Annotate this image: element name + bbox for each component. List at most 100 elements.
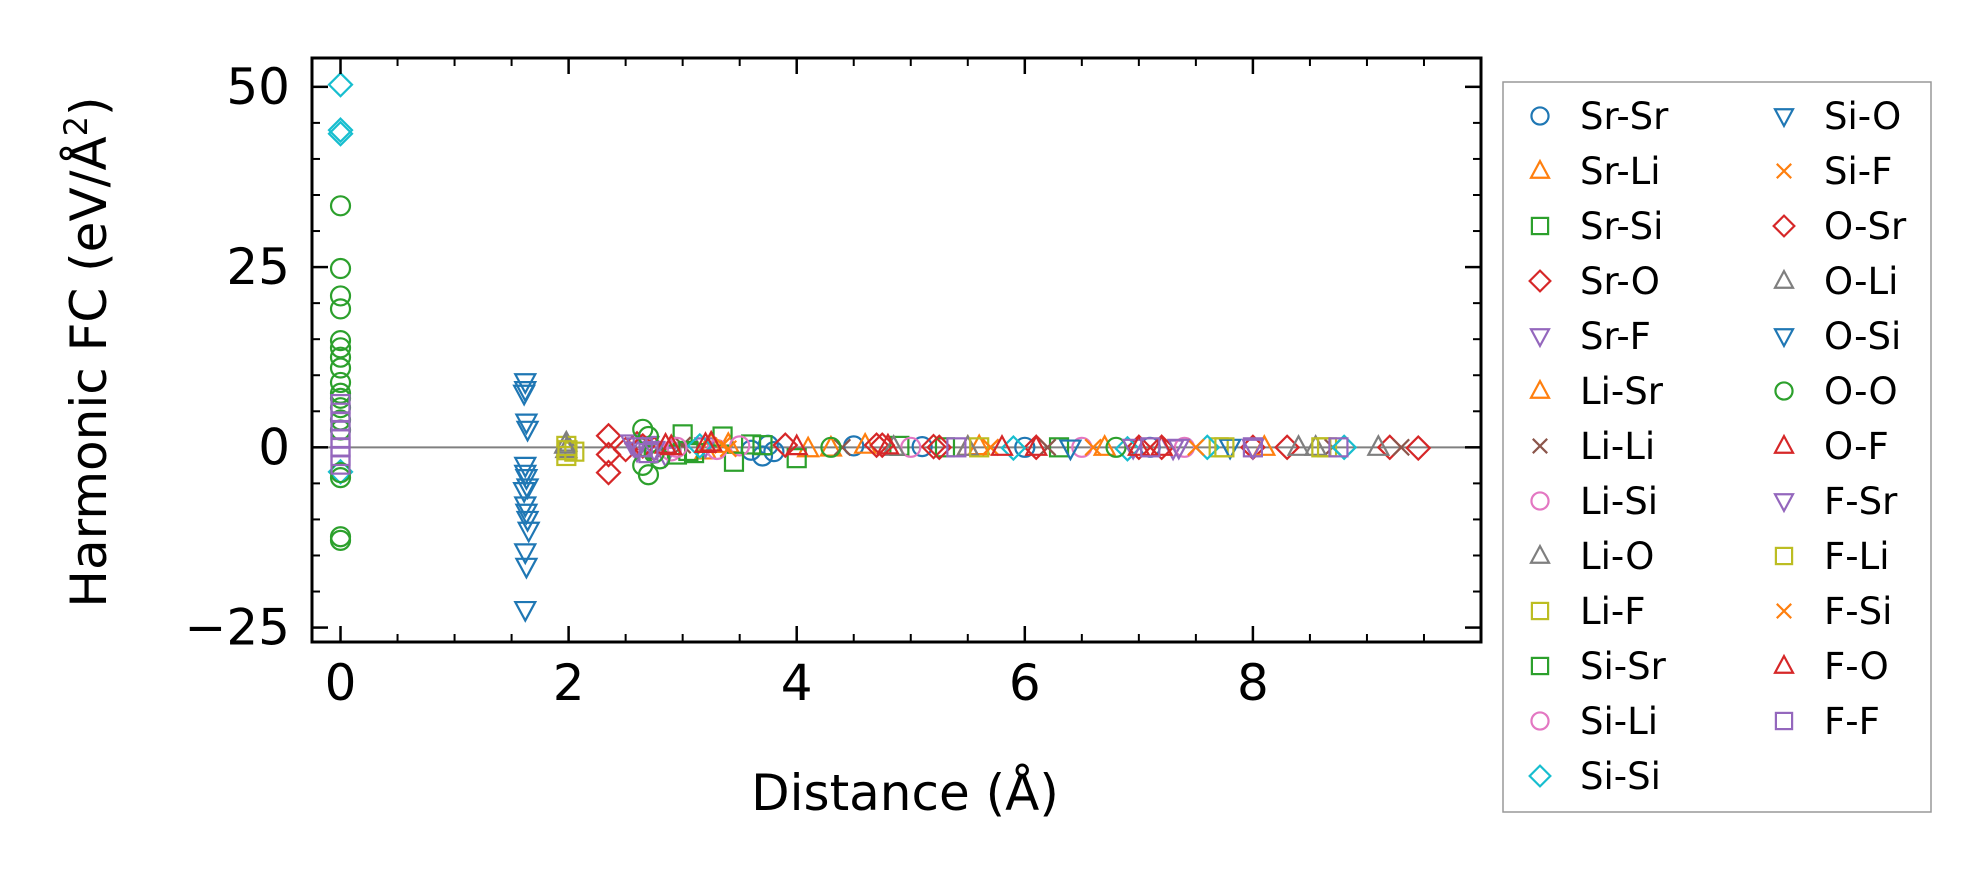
legend-label: O-Sr: [1824, 205, 1907, 248]
legend-item: F-F: [1774, 700, 1880, 743]
legend-item: Li-Sr: [1529, 370, 1664, 413]
data-point: [1127, 434, 1151, 456]
data-point: [1405, 434, 1432, 462]
data-point: [946, 437, 967, 458]
legend-label: Li-O: [1580, 535, 1654, 578]
x-axis: 0 2 4 6 8: [325, 58, 1425, 712]
legend-marker: [1773, 108, 1795, 129]
data-point: [595, 422, 622, 449]
legend-label: F-Li: [1824, 535, 1890, 578]
legend-label: Si-Sr: [1580, 645, 1667, 688]
data-point: [820, 436, 842, 458]
plot-area: [310, 56, 1483, 644]
data-point: [330, 454, 351, 475]
legend-label: Sr-Li: [1580, 150, 1661, 193]
data-point: [329, 257, 352, 280]
data-point: [619, 434, 644, 457]
legend-item: Sr-Li: [1529, 150, 1661, 193]
legend-marker: [1773, 268, 1795, 289]
data-point: [329, 529, 352, 551]
data-point: [1166, 438, 1191, 461]
data-point: [833, 438, 852, 457]
data-point: [1121, 438, 1145, 461]
data-point: [1092, 434, 1117, 456]
legend-item: Sr-O: [1528, 260, 1660, 303]
legend-label: O-F: [1824, 425, 1889, 468]
data-point: [1125, 434, 1152, 461]
data-point: [934, 437, 956, 458]
data-point: [1392, 438, 1410, 457]
legend-item: Si-Si: [1528, 755, 1661, 798]
legend-marker: [1528, 764, 1552, 788]
legend-item: Li-Si: [1530, 480, 1658, 523]
y-tick-label: 50: [226, 58, 290, 116]
legend-marker: [1530, 711, 1550, 731]
legend: Sr-Sr Sr-Li Sr-Si Sr-O Sr-F Li-Sr Li-Li Li-Si Li…: [1502, 81, 1932, 813]
legend-label: Si-F: [1824, 150, 1892, 193]
legend-item: Li-Li: [1532, 425, 1655, 468]
data-point: [1241, 438, 1265, 461]
data-point: [740, 434, 762, 455]
x-tick-label: 4: [781, 654, 813, 712]
legend-item: O-Li: [1773, 260, 1898, 303]
data-point: [329, 195, 352, 217]
data-point: [638, 443, 659, 464]
legend-marker: [1529, 378, 1551, 399]
data-point: [723, 451, 745, 472]
x-tick-label: 6: [1009, 654, 1041, 712]
series-o-li: [553, 431, 1311, 456]
legend-label: F-Sr: [1824, 480, 1898, 523]
data-point: [1286, 434, 1311, 456]
legend-label: Si-Li: [1580, 700, 1658, 743]
data-point: [514, 557, 539, 580]
series-o-si: [512, 384, 1242, 504]
data-point: [1366, 434, 1391, 456]
legend-label: Sr-Sr: [1580, 95, 1669, 138]
legend-marker: [1529, 328, 1551, 349]
data-point: [1218, 438, 1242, 461]
legend-item: F-O: [1773, 645, 1889, 688]
plot-frame: [310, 56, 1483, 644]
legend-label: Sr-F: [1580, 315, 1651, 358]
plot-background: [312, 58, 1481, 642]
data-point: [512, 481, 536, 504]
legend-marker: [1528, 269, 1552, 293]
data-point: [1024, 434, 1049, 456]
data-point: [1149, 434, 1174, 456]
y-axis-label-base: Harmonic FC (eV/Å: [60, 136, 118, 607]
legend-label: Sr-O: [1580, 260, 1660, 303]
series-si-o: [513, 373, 541, 623]
data-point: [329, 298, 352, 320]
data-point: [1038, 438, 1057, 457]
legend-item: O-O: [1774, 370, 1898, 413]
data-point: [659, 433, 684, 456]
data-point: [981, 438, 1000, 457]
data-point: [666, 436, 688, 458]
data-point: [920, 433, 947, 460]
legend-marker: [1774, 546, 1794, 566]
legend-label: O-O: [1824, 370, 1898, 413]
legend-label: Si-O: [1824, 95, 1901, 138]
legend-item: F-Si: [1776, 590, 1892, 633]
legend-frame: [1502, 81, 1932, 813]
x-tick-label: 8: [1237, 654, 1269, 712]
data-point: [967, 433, 992, 456]
data-point: [784, 433, 809, 456]
data-point: [969, 437, 990, 458]
data-point: [1331, 434, 1358, 461]
data-point: [1140, 437, 1161, 458]
data-point: [514, 413, 539, 436]
data-point: [751, 445, 774, 467]
legend-item: Si-O: [1773, 95, 1901, 138]
legend-item: Li-F: [1530, 590, 1646, 633]
x-tick-label: 0: [325, 654, 357, 712]
data-point: [1048, 437, 1070, 458]
legend-label: F-O: [1824, 645, 1889, 688]
legend-marker: [1776, 603, 1792, 619]
data-point: [719, 439, 738, 458]
y-axis: −25 0 25 50: [184, 58, 1481, 657]
legend-marker: [1773, 653, 1795, 674]
data-point: [876, 432, 900, 455]
legend-label: O-Li: [1824, 260, 1898, 303]
